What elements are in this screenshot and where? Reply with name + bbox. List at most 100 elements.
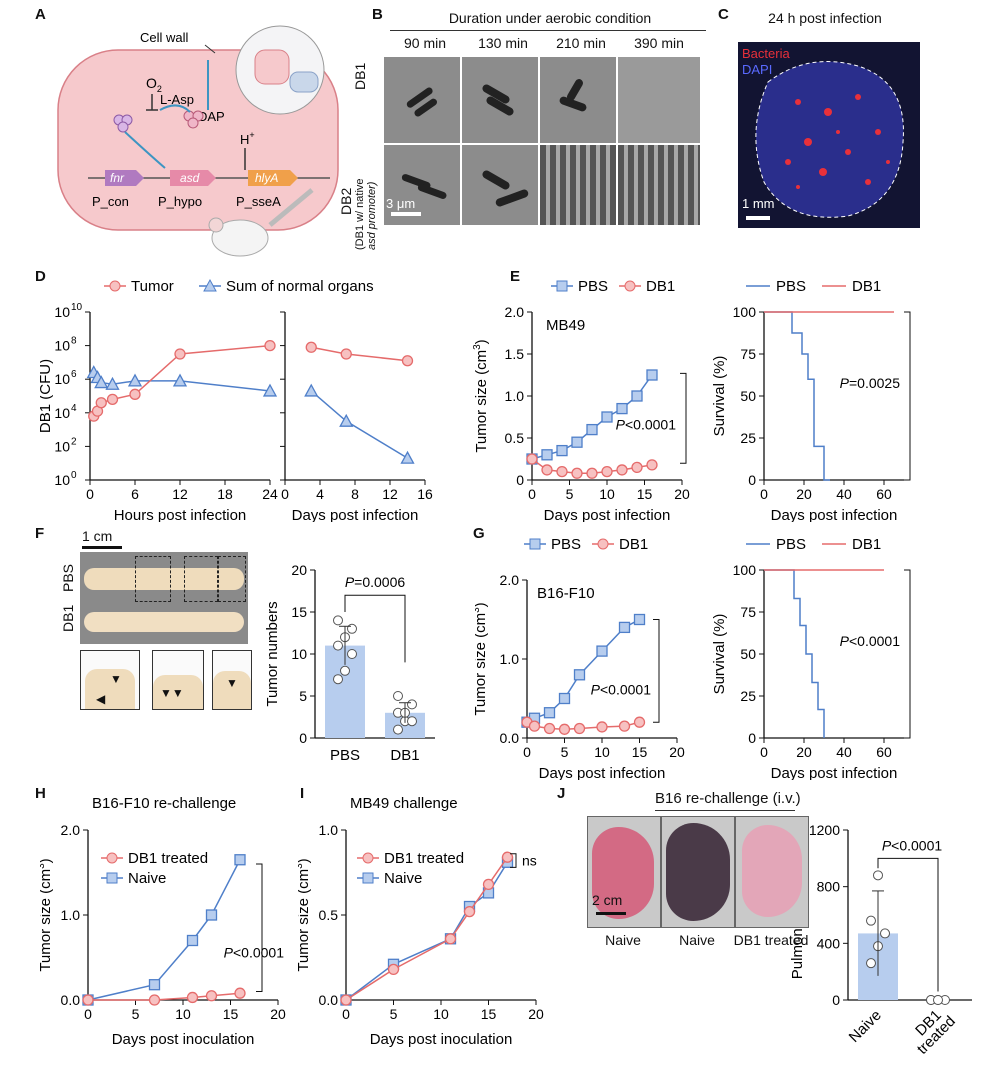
series-0-point <box>633 613 646 626</box>
series-1-point <box>616 464 628 476</box>
legend-label: Sum of normal organs <box>226 278 374 295</box>
y-tick-label: 10 <box>291 646 307 662</box>
chart-g-survival: PBS DB1 0 20 40 60 0 25 50 75 100 Survival (%) Days … <box>712 536 911 780</box>
panel-c-scale-label: 1 mm <box>742 196 775 211</box>
y-tick-label: 10 <box>54 338 70 354</box>
series-0-point <box>556 444 568 457</box>
y-tick-label: 100 <box>733 304 757 320</box>
inset-cell-2 <box>289 71 319 93</box>
bacteria-foci <box>785 94 890 189</box>
chart-title: MB49 challenge <box>350 795 458 812</box>
y-axis-label: Tumor size (cm3) <box>298 858 312 971</box>
legend-marker <box>556 280 568 292</box>
legend-marker <box>624 280 636 292</box>
chart-title: B16-F10 re-challenge <box>92 795 236 812</box>
row-sublabel-db2-2: asd promoter) <box>366 181 378 250</box>
x-tick-label: 0 <box>84 1006 92 1022</box>
series-1-point <box>586 467 598 479</box>
data-point <box>333 640 343 651</box>
x-tick-label: 10 <box>433 1006 449 1022</box>
x-tick-label: 0 <box>86 486 94 502</box>
legend-marker <box>109 280 121 292</box>
chart-f-bar: 0 5 10 15 20 Tumor numbers PBS DB1 P=0.0006 <box>265 562 435 764</box>
db1-treated-point <box>205 990 218 1002</box>
data-point <box>340 665 350 676</box>
p-value-label: P<0.0001 <box>224 945 285 961</box>
legend-label: DB1 <box>852 536 881 553</box>
y-tick-label: 1.0 <box>505 388 525 404</box>
tumor-point <box>305 341 317 353</box>
p-value-label: P<0.0001 <box>591 682 652 698</box>
tumor-outline <box>755 61 904 218</box>
significance-bracket <box>877 857 939 992</box>
x-tick-label: 60 <box>876 744 892 760</box>
promoter-hypo-label: P_hypo <box>158 194 202 209</box>
panel-letter-c: C <box>718 6 729 23</box>
micrograph-db2-210 <box>539 144 617 226</box>
l-asp-label: L-Asp <box>160 92 194 107</box>
lung-image-naive-2 <box>661 816 735 928</box>
x-tick-label: 12 <box>382 486 398 502</box>
legend-marker <box>362 872 374 884</box>
data-point <box>933 995 943 1005</box>
chart-j-bar: 04008001200Pulmonary nodulesNaiveDB1trea… <box>790 822 972 1058</box>
significance-bracket <box>653 619 660 723</box>
y-tick-label: 0.0 <box>500 730 520 746</box>
series-1-point <box>541 464 553 476</box>
data-point <box>873 870 883 881</box>
gene-asd-label: asd <box>180 171 200 185</box>
intestine-pbs <box>84 568 244 590</box>
cell-wall-label: Cell wall <box>140 30 189 45</box>
tumor-point <box>340 348 352 360</box>
tumor-box-3 <box>218 556 246 602</box>
db1-treated-point <box>463 905 476 918</box>
x-category-label: Naive <box>846 1007 885 1046</box>
x-tick-label: 40 <box>836 744 852 760</box>
normal-organs-point <box>94 375 109 389</box>
panel-letter-d: D <box>35 268 46 285</box>
panel-letter-b: B <box>372 6 383 23</box>
y-tick-label: 800 <box>817 879 841 895</box>
tumor-point <box>129 388 141 400</box>
gene-hlyA-label: hlyA <box>255 171 278 185</box>
y-tick-label: 1200 <box>809 822 840 838</box>
y-tick-label: 1.0 <box>319 822 339 838</box>
x-tick-label: 60 <box>876 486 892 502</box>
significance-bracket <box>344 594 406 663</box>
legend-marker <box>106 872 118 884</box>
normal-organs-point <box>105 376 120 390</box>
y-tick-label: 0.5 <box>505 430 525 446</box>
fnr-protein-icon <box>113 114 133 133</box>
y-tick-label: 75 <box>740 346 756 362</box>
y-tick-label: 10 <box>54 438 70 454</box>
tumor-point <box>174 348 186 360</box>
y-axis-label: Tumor size (cm3) <box>472 339 490 452</box>
lung-label-db1: DB1 treated <box>733 932 809 948</box>
x-tick-label: 24 <box>262 486 278 502</box>
x-tick-label: 20 <box>796 486 812 502</box>
activation-arrow-1 <box>124 131 166 169</box>
db1-treated-point <box>444 933 457 945</box>
x-tick-label: 5 <box>390 1006 398 1022</box>
zoom-image-2 <box>152 650 204 710</box>
x-tick-label: 6 <box>131 486 139 502</box>
panel-j-scale-label: 2 cm <box>592 892 623 908</box>
series-0-point <box>596 645 608 657</box>
y-tick-label: 100 <box>733 562 757 578</box>
y-tick-label: 10 <box>54 472 70 488</box>
x-tick-label: 15 <box>632 744 648 760</box>
bacteria-cells-icon <box>401 79 587 207</box>
series-1-point <box>618 720 631 732</box>
series-1-point <box>571 467 583 479</box>
scale-bar-b <box>391 212 421 216</box>
x-tick-label: 0 <box>528 486 536 502</box>
time-label-90: 90 min <box>403 35 447 51</box>
y-tick-label: 0 <box>832 992 840 1008</box>
y-tick-exponent: 2 <box>71 436 77 447</box>
x-tick-label: 5 <box>566 486 574 502</box>
panel-letter-i: I <box>300 785 305 802</box>
legend-label: PBS <box>776 536 806 553</box>
micrograph-cells-overlay <box>391 79 587 216</box>
series-0-point <box>558 692 571 705</box>
